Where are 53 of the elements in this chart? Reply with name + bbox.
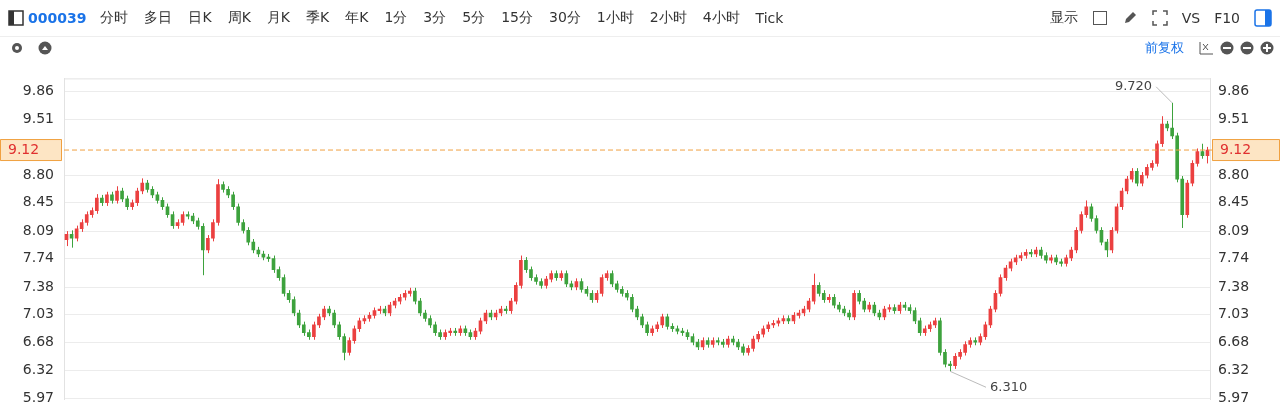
y-tick-label: 7.38 (22, 277, 54, 294)
y2-tick-label: 9.86 (1218, 82, 1250, 99)
text: 前复权 (1145, 39, 1184, 57)
text: VS (1181, 10, 1201, 26)
text: 1分 (383, 9, 409, 27)
y-tick-label: 8.80 (22, 165, 54, 182)
candlestick (811, 273, 816, 305)
text: Tick (754, 10, 785, 26)
text: 月K (265, 9, 291, 27)
y2-tick-label: 7.38 (1218, 277, 1250, 294)
y2-tick-label: 8.45 (1218, 193, 1250, 210)
candlestick (291, 295, 296, 317)
text: 15分 (500, 9, 534, 27)
candlestick (917, 317, 922, 337)
y-tick-label: 6.68 (22, 332, 54, 349)
ref-line-label: 9.12 (8, 140, 40, 157)
text: 显示 (1049, 9, 1078, 27)
text: 周K (226, 9, 252, 27)
text: 1小时 (595, 9, 635, 27)
text: 季K (305, 9, 331, 27)
text: 30分 (548, 9, 582, 27)
text: 4小时 (701, 9, 741, 27)
y-tick-label: 8.09 (22, 221, 54, 238)
candlestick (1170, 102, 1174, 140)
text: 分时 (99, 9, 130, 27)
y2-tick-label: 9.51 (1218, 109, 1250, 126)
annotation: 9.720 (1114, 78, 1153, 94)
y2-tick-label: 8.80 (1218, 165, 1250, 182)
annotation: 6.310 (990, 378, 1028, 394)
y2-tick-label: 6.32 (1218, 361, 1250, 378)
y2-tick-label: 7.74 (1218, 249, 1250, 266)
y-tick-label: 7.74 (22, 249, 55, 266)
text: 年K (344, 9, 370, 27)
y-tick-label: 8.45 (22, 193, 54, 210)
text: 3分 (422, 9, 448, 27)
text: 5分 (461, 9, 487, 27)
y-tick-label: 6.32 (22, 361, 54, 378)
text: 日K (187, 9, 213, 27)
y2-tick-label: 6.68 (1218, 332, 1250, 349)
text: F10 (1214, 10, 1240, 26)
y2-tick-label: 7.03 (1218, 305, 1250, 322)
text: 2小时 (648, 9, 688, 27)
y-tick-label: 5.97 (22, 388, 54, 405)
text: 多日 (143, 9, 174, 27)
y-tick-label: 7.03 (22, 305, 54, 322)
y2-tick-label: 5.97 (1218, 388, 1250, 405)
y-tick-label: 9.86 (22, 82, 55, 99)
y-tick-label: 9.51 (22, 109, 54, 126)
chart-title: 000039 (27, 10, 88, 26)
candlestick (94, 193, 99, 215)
candlestick (1124, 175, 1129, 195)
y2-tick-label: 8.09 (1218, 221, 1250, 238)
text: 9.12 (1220, 140, 1252, 157)
